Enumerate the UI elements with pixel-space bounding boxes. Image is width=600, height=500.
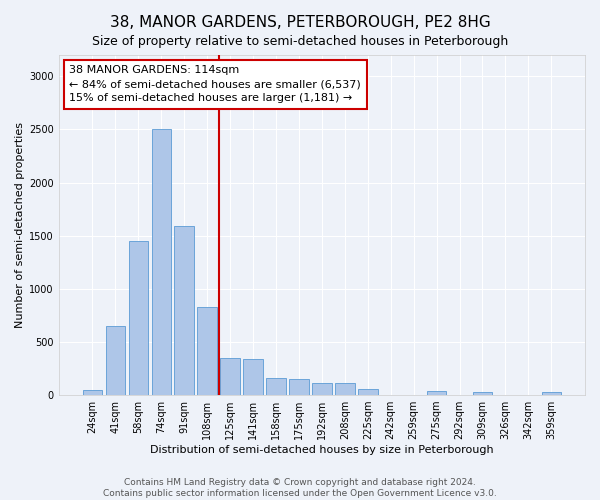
Text: Size of property relative to semi-detached houses in Peterborough: Size of property relative to semi-detach… (92, 35, 508, 48)
Bar (427, 392, 446, 395)
Bar (542, 392, 561, 395)
Bar (220, 358, 240, 395)
Bar (83, 390, 102, 395)
Bar (244, 359, 263, 395)
Bar (197, 307, 217, 395)
X-axis label: Distribution of semi-detached houses by size in Peterborough: Distribution of semi-detached houses by … (150, 445, 494, 455)
Bar (358, 389, 377, 395)
Bar (289, 378, 308, 395)
Bar (106, 326, 125, 395)
Y-axis label: Number of semi-detached properties: Number of semi-detached properties (15, 122, 25, 328)
Bar (266, 378, 286, 395)
Bar (152, 130, 171, 395)
Text: 38, MANOR GARDENS, PETERBOROUGH, PE2 8HG: 38, MANOR GARDENS, PETERBOROUGH, PE2 8HG (110, 15, 490, 30)
Bar (128, 241, 148, 395)
Bar (335, 384, 355, 395)
Bar (312, 384, 332, 395)
Text: 38 MANOR GARDENS: 114sqm
← 84% of semi-detached houses are smaller (6,537)
15% o: 38 MANOR GARDENS: 114sqm ← 84% of semi-d… (70, 65, 361, 103)
Text: Contains HM Land Registry data © Crown copyright and database right 2024.
Contai: Contains HM Land Registry data © Crown c… (103, 478, 497, 498)
Bar (473, 392, 492, 395)
Bar (175, 226, 194, 395)
